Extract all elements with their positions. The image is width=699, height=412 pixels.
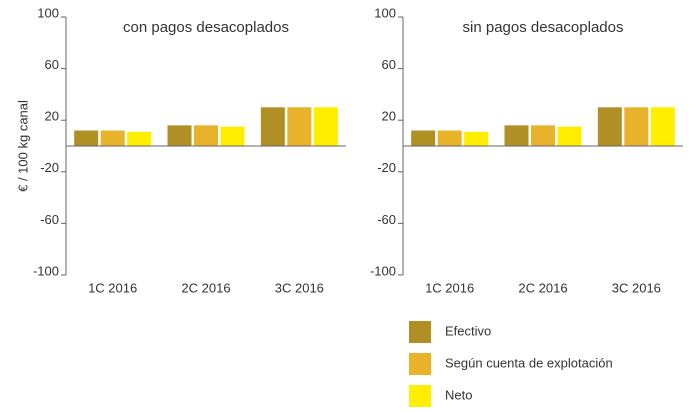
y-tick-label: -100 xyxy=(33,263,59,278)
chart-title: sin pagos desacoplados xyxy=(463,19,624,36)
y-tick-label: 100 xyxy=(374,5,396,20)
bar xyxy=(194,125,218,146)
y-tick-label: 20 xyxy=(382,109,396,124)
chart-title: con pagos desacoplados xyxy=(123,19,289,36)
bar xyxy=(464,131,489,146)
bar xyxy=(504,125,529,146)
bar xyxy=(127,131,152,146)
bar xyxy=(411,130,436,146)
legend-swatch xyxy=(409,321,431,343)
x-tick-label: 2C 2016 xyxy=(518,280,567,295)
legend-label: Efectivo xyxy=(445,323,491,338)
bar xyxy=(167,125,192,146)
bar xyxy=(100,130,125,146)
bar xyxy=(557,126,582,146)
x-tick-label: 3C 2016 xyxy=(612,280,661,295)
bar xyxy=(74,130,99,146)
bar xyxy=(313,107,338,146)
legend-swatch xyxy=(409,353,431,375)
bar xyxy=(597,107,622,146)
legend-swatch xyxy=(409,385,431,407)
x-tick-label: 3C 2016 xyxy=(275,280,324,295)
y-axis-label: € / 100 kg canal xyxy=(15,100,30,192)
bar xyxy=(287,107,312,146)
y-tick-label: -100 xyxy=(370,263,396,278)
x-tick-label: 1C 2016 xyxy=(88,280,137,295)
y-tick-label: -20 xyxy=(377,160,396,175)
y-tick-label: 100 xyxy=(37,5,59,20)
y-tick-label: -20 xyxy=(40,160,59,175)
y-tick-label: 60 xyxy=(45,57,59,72)
bar xyxy=(650,107,675,146)
y-tick-label: 60 xyxy=(382,57,396,72)
y-tick-label: -60 xyxy=(40,212,59,227)
bar xyxy=(531,125,555,146)
bar xyxy=(624,107,649,146)
x-tick-label: 2C 2016 xyxy=(181,280,230,295)
legend-label: Según cuenta de explotación xyxy=(445,355,613,370)
y-tick-label: -60 xyxy=(377,212,396,227)
y-tick-label: 20 xyxy=(45,109,59,124)
x-tick-label: 1C 2016 xyxy=(425,280,474,295)
bar xyxy=(220,126,245,146)
bar xyxy=(260,107,285,146)
legend-label: Neto xyxy=(445,387,472,402)
bar xyxy=(437,130,462,146)
